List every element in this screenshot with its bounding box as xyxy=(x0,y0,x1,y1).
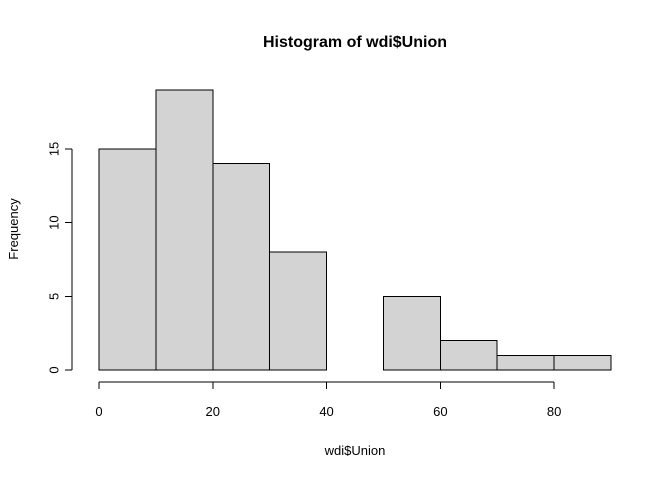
y-tick-label-2: 5 xyxy=(47,293,62,300)
histogram-bar-2 xyxy=(155,89,214,371)
histogram-bar-9 xyxy=(553,354,612,371)
histogram-bar-8 xyxy=(496,354,555,371)
histogram-bar-7 xyxy=(439,340,498,371)
histogram-bar-4 xyxy=(269,251,328,371)
x-axis-label: wdi$Union xyxy=(324,443,386,458)
x-tick-label-5: 80 xyxy=(547,404,561,419)
histogram-bar-3 xyxy=(212,163,271,371)
x-tick-label-1: 0 xyxy=(95,404,102,419)
y-tick-label-3: 10 xyxy=(47,215,62,229)
y-tick-label-1: 0 xyxy=(47,366,62,373)
histogram-bars xyxy=(98,89,612,371)
chart-title: Histogram of wdi$Union xyxy=(263,34,447,51)
y-axis-label: Frequency xyxy=(6,198,21,260)
x-tick-label-2: 20 xyxy=(206,404,220,419)
y-axis: 0 5 10 15 xyxy=(47,142,73,374)
x-tick-label-4: 60 xyxy=(433,404,447,419)
x-tick-label-3: 40 xyxy=(319,404,333,419)
x-axis: 0 20 40 60 80 xyxy=(95,381,561,419)
histogram-bar-6 xyxy=(382,295,441,371)
histogram-bar-1 xyxy=(98,148,157,371)
y-tick-label-4: 15 xyxy=(47,142,62,156)
